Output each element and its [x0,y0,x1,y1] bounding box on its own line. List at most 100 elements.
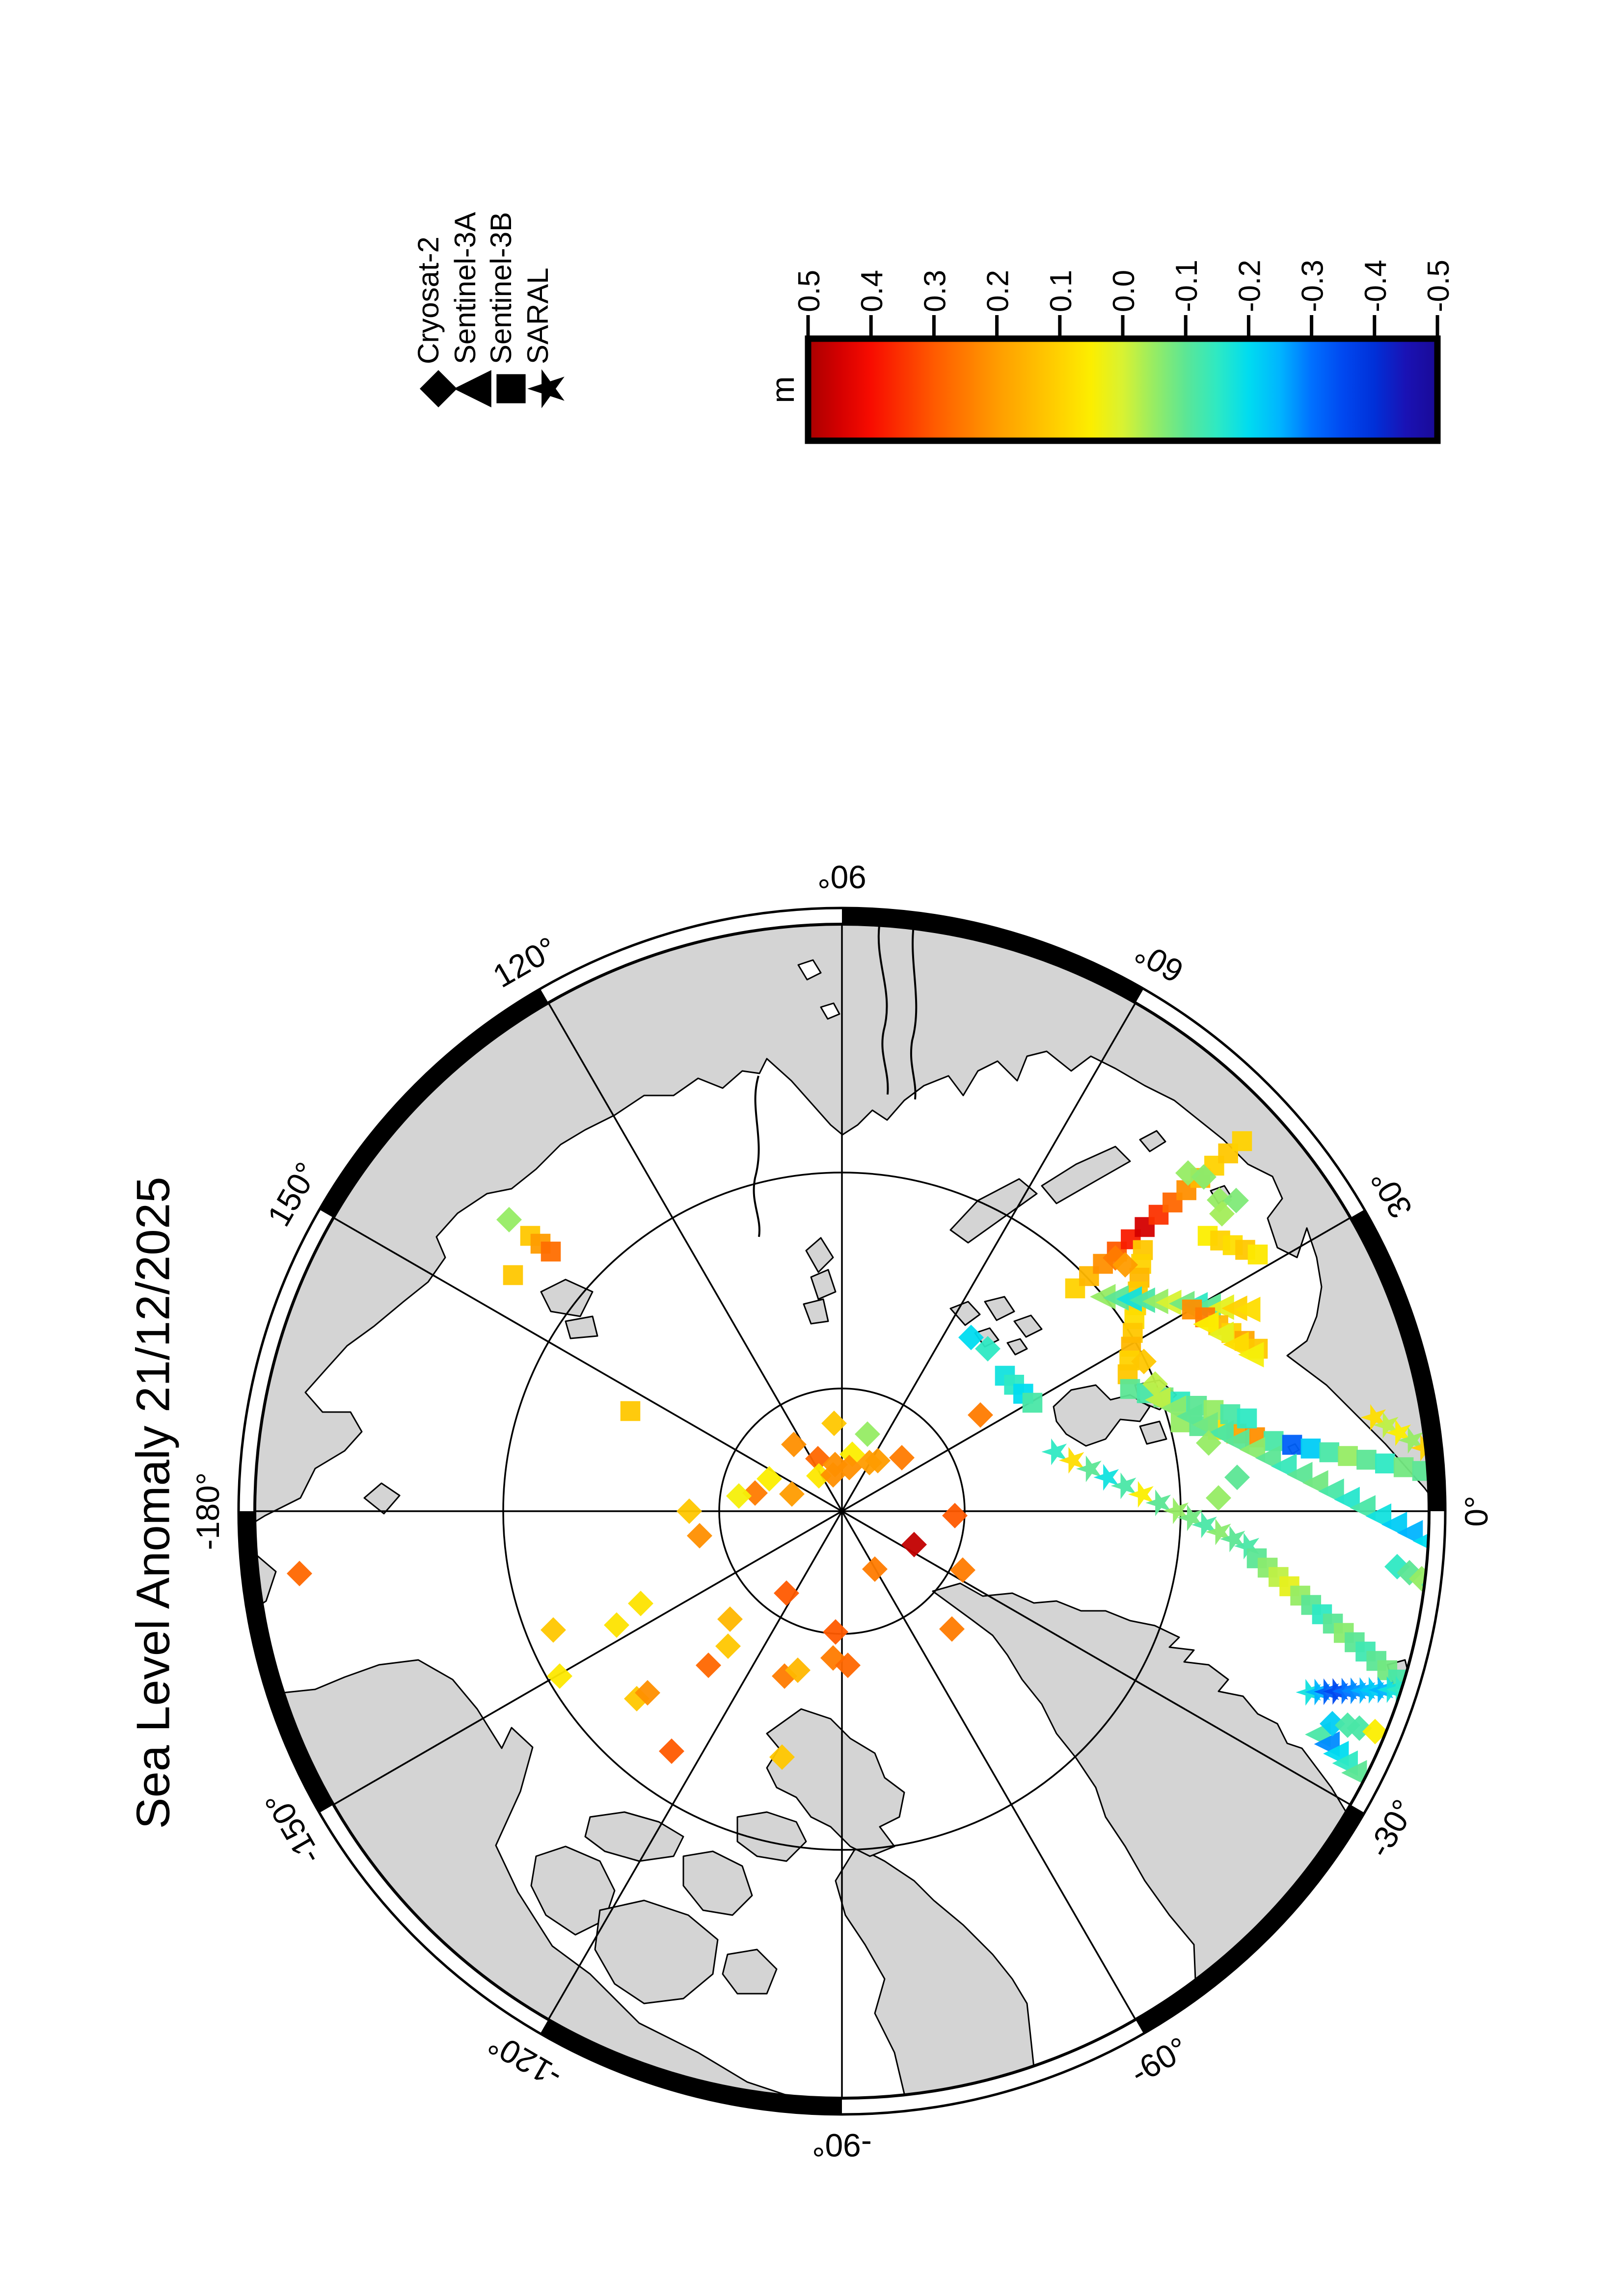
cryosat2-point [541,1617,566,1643]
cryosat2-point [1191,1164,1217,1190]
sentinel3a-point [1176,1403,1202,1429]
meridian-line [841,1002,1136,1512]
river-2 [910,924,918,1100]
longitude-label: 150° [260,1156,325,1232]
colorbar-tick-label: -0.5 [1422,260,1456,312]
frame-black-arc [541,2020,842,2113]
saral-point [1128,1481,1154,1508]
colorbar-tick-label: 0.2 [981,270,1015,312]
cryosat2-point [820,1462,846,1488]
colorbar-tick-label: 0.5 [792,270,826,312]
meridian-line [547,1002,843,1512]
longitude-label: 90° [817,859,866,895]
sentinel3b-point [620,1401,641,1421]
sentinel3a-point [1397,1520,1423,1546]
cryosat2-point [774,1580,799,1606]
cryosat2-point [628,1591,653,1616]
cryosat2-point [547,1663,572,1689]
land-eurasia [255,924,1429,1542]
saral-point [1163,1497,1189,1524]
saral-point [1219,1525,1245,1552]
land-victoria-island [594,1899,719,2004]
cryosat2-point [1112,1252,1138,1278]
sentinel3a-point [1341,1760,1367,1786]
saral-point [1145,1489,1171,1517]
sentinel3a-point [1208,1294,1234,1320]
frame-black-arc [1136,1805,1364,2033]
saral-point [1177,1504,1203,1531]
saral-point [1398,1427,1424,1454]
meridian-line [333,1217,842,1512]
sentinel3a-point [1350,1495,1376,1521]
colorbar-tick-label: -0.4 [1359,260,1393,312]
sentinel3a-point [1116,1286,1142,1312]
meridian-line [333,1510,842,1806]
legend-symbols [420,369,565,408]
cryosat2-point [1223,1188,1249,1213]
sentinel3b-point [1319,1442,1340,1463]
cryosat2-point [1224,1465,1250,1490]
sentinel3a-point [1193,1311,1219,1337]
cryosat2-point [742,1480,768,1506]
polar-map: 90°60°30°0°-30°-60°-90°-120°-150°-180°15… [189,859,1494,2163]
saral-point [1234,1532,1260,1560]
longitude-label: -90° [812,2127,872,2163]
sentinel3a-point [1208,1321,1234,1347]
cryosat2-point [855,1421,880,1447]
river-3 [753,1075,760,1237]
cryosat2-point [901,1532,927,1557]
cryosat2-point [806,1463,832,1489]
sentinel3a-point [1413,1528,1429,1554]
land-vaygach [1139,1130,1166,1152]
longitude-label: 30° [1363,1164,1419,1224]
cryosat2-point [687,1523,712,1548]
sentinel3a-point [1156,1289,1182,1315]
saral-point [1110,1472,1136,1499]
land-ellesmere [766,1708,905,1857]
colorbar-tick-labels: 0.5 0.4 0.3 0.2 0.1 0.0 -0.1 -0.2 -0.3 -0.4 -0.5 [792,260,1456,312]
colorbar-gradient-bar [805,335,1441,444]
sentinel3b-point [1203,1400,1224,1420]
colorbar-tick-label: 0.3 [918,270,952,312]
sentinel3b-point [1120,1379,1140,1399]
sentinel3a-point [1271,1453,1297,1479]
colorbar-tick-label: 0.4 [855,270,889,312]
cryosat2-point [785,1657,811,1683]
cryosat2-point [862,1556,888,1582]
sentinel3a-point [1223,1428,1250,1454]
longitude-label: -180° [189,1472,226,1550]
land-north-america [281,1659,792,2098]
cryosat2-point [865,1448,891,1473]
cryosat2-point [889,1445,915,1470]
meridian-line [841,1217,1351,1512]
meridian-line [841,1511,1136,2020]
cryosat2-point [1458,1590,1484,1616]
legend-label-sentinel3b: Sentinel-3B [485,212,517,364]
cryosat2-point [659,1738,684,1764]
saral-point [1058,1447,1084,1474]
data-points-layer [287,1131,1484,1786]
sentinel3b-point [503,1265,523,1285]
colorbar-tick-label: -0.2 [1233,260,1267,312]
legend-label-saral: SARAL [521,267,554,364]
sentinel3b-point [1393,1457,1414,1477]
figure-title: Sea Level Anomaly 21/12/2025 [127,1177,180,1829]
longitude-label: 0° [1458,1495,1494,1526]
cryosat2-point [1142,1371,1168,1397]
sentinel3a-point [1142,1288,1168,1314]
sentinel3a-point [1223,1332,1249,1358]
land-novaya-zemlya-north [949,1178,1038,1244]
cryosat2-point [968,1402,993,1428]
cryosat2-point [942,1503,968,1528]
legend-label-cryosat2: Cryosat-2 [412,237,445,364]
colorbar-tick-label: -0.1 [1170,260,1204,312]
sentinel3a-point [1365,1503,1392,1529]
cryosat2-point [696,1653,721,1678]
sentinel3a-point [1239,1437,1266,1463]
saral-point [1398,1741,1424,1769]
cryosat2-point [1320,1711,1345,1736]
lake-taymyr-2 [820,1002,840,1020]
sentinel3a-point [1255,1445,1281,1471]
